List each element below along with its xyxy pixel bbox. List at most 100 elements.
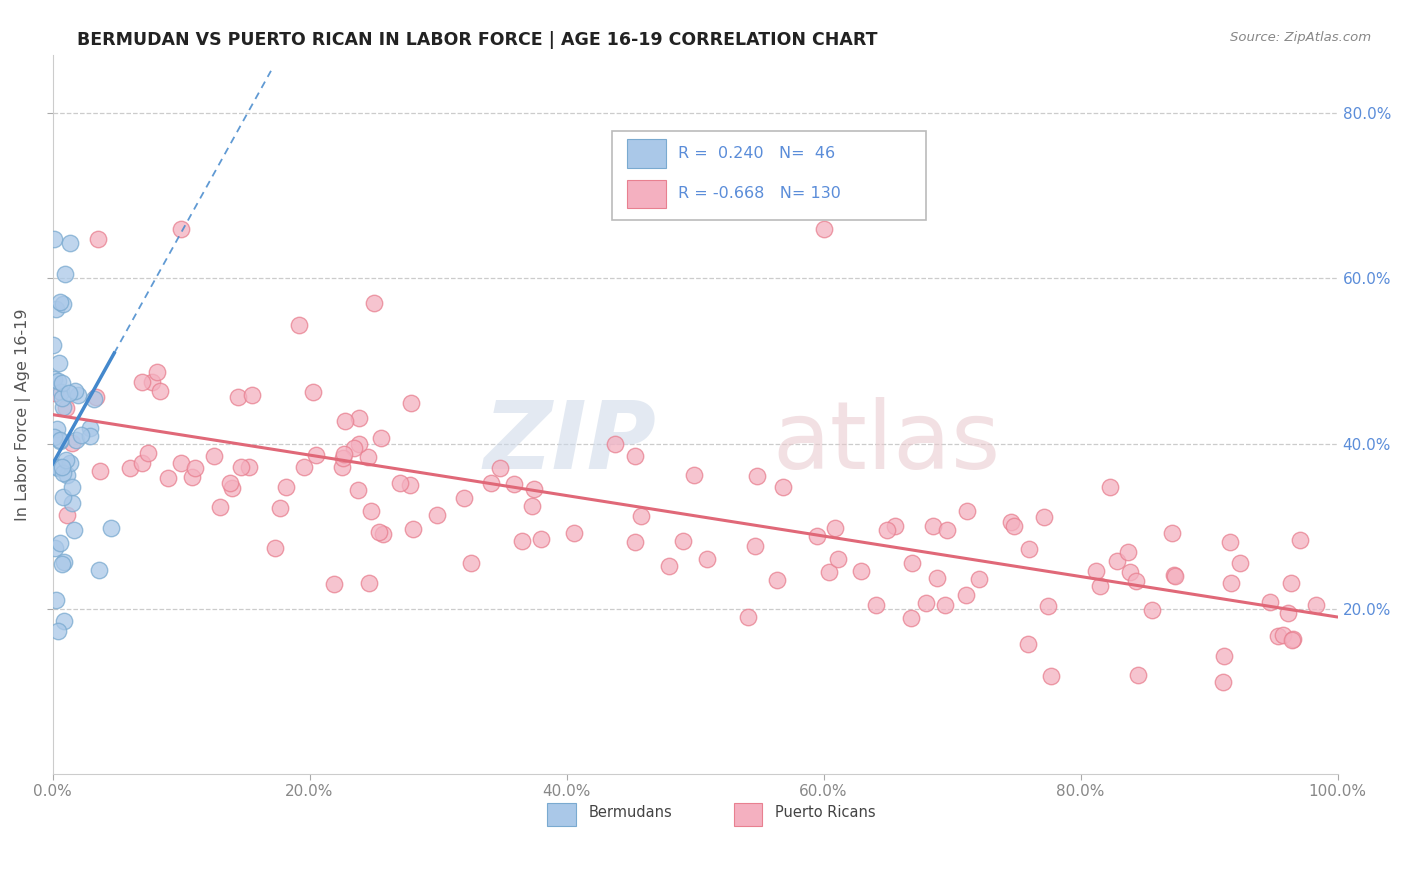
Point	[60, 435, 83, 450]
Point	[1277, 606, 1299, 620]
Point	[925, 571, 948, 585]
Point	[1105, 554, 1128, 568]
Point	[426, 508, 449, 523]
Point	[292, 460, 315, 475]
Point	[89, 464, 111, 478]
Point	[1213, 648, 1236, 663]
Point	[42, 337, 65, 351]
Point	[63, 523, 86, 537]
Point	[238, 460, 260, 475]
Point	[55, 401, 77, 416]
Point	[323, 576, 346, 591]
Point	[66, 388, 89, 402]
Point	[48, 536, 70, 550]
Point	[1116, 544, 1139, 558]
Point	[824, 521, 846, 535]
Point	[876, 524, 898, 538]
Point	[45, 459, 67, 474]
Point	[49, 434, 72, 448]
Point	[399, 396, 422, 410]
Point	[53, 615, 76, 629]
Point	[460, 556, 482, 570]
Point	[1163, 568, 1185, 582]
Point	[1126, 668, 1149, 682]
Point	[522, 499, 544, 513]
Point	[263, 541, 285, 555]
Point	[865, 598, 887, 612]
Point	[55, 452, 77, 467]
Point	[240, 387, 263, 401]
Point	[146, 365, 169, 379]
Point	[63, 384, 86, 398]
Point	[157, 471, 180, 485]
Point	[696, 551, 718, 566]
Point	[118, 461, 141, 475]
Text: ZIP: ZIP	[484, 397, 657, 490]
Point	[922, 519, 945, 533]
FancyBboxPatch shape	[612, 130, 927, 220]
Point	[1119, 565, 1142, 579]
Point	[42, 232, 65, 246]
Point	[682, 468, 704, 483]
Point	[672, 534, 695, 549]
Point	[56, 508, 79, 522]
Point	[149, 384, 172, 398]
Point	[45, 302, 67, 317]
Point	[359, 576, 381, 591]
Point	[42, 371, 65, 385]
Point	[58, 456, 80, 470]
Point	[901, 556, 924, 570]
Point	[363, 296, 385, 310]
Point	[141, 375, 163, 389]
Point	[1084, 564, 1107, 578]
Point	[48, 434, 70, 448]
Point	[347, 411, 370, 425]
Point	[624, 534, 647, 549]
Point	[79, 421, 101, 435]
Point	[51, 557, 73, 571]
Point	[302, 385, 325, 400]
Point	[218, 476, 240, 491]
Point	[180, 470, 202, 484]
Point	[1212, 675, 1234, 690]
Point	[87, 563, 110, 577]
Point	[1219, 576, 1241, 591]
Point	[226, 390, 249, 404]
Point	[402, 522, 425, 536]
Point	[100, 520, 122, 534]
Point	[818, 566, 841, 580]
Point	[806, 529, 828, 543]
Point	[1000, 515, 1022, 529]
Point	[1017, 637, 1039, 651]
Point	[766, 573, 789, 587]
Point	[131, 376, 153, 390]
Text: Bermudans: Bermudans	[589, 805, 672, 820]
Point	[343, 442, 366, 456]
Point	[333, 447, 356, 461]
Point	[398, 478, 420, 492]
Point	[530, 532, 553, 546]
Point	[45, 592, 67, 607]
Point	[79, 428, 101, 442]
Point	[46, 374, 69, 388]
Point	[388, 475, 411, 490]
Point	[288, 318, 311, 333]
Point	[53, 267, 76, 281]
Point	[479, 476, 502, 491]
Point	[58, 386, 80, 401]
Point	[562, 526, 585, 541]
Point	[48, 295, 70, 310]
Point	[46, 460, 69, 475]
Point	[1279, 575, 1302, 590]
Point	[1160, 526, 1182, 541]
Point	[1002, 519, 1025, 533]
Point	[900, 611, 922, 625]
Point	[221, 481, 243, 495]
Point	[48, 356, 70, 370]
Point	[624, 449, 647, 463]
Point	[69, 427, 91, 442]
Point	[44, 386, 66, 401]
Point	[1219, 534, 1241, 549]
Point	[59, 235, 82, 250]
Point	[1032, 510, 1054, 524]
